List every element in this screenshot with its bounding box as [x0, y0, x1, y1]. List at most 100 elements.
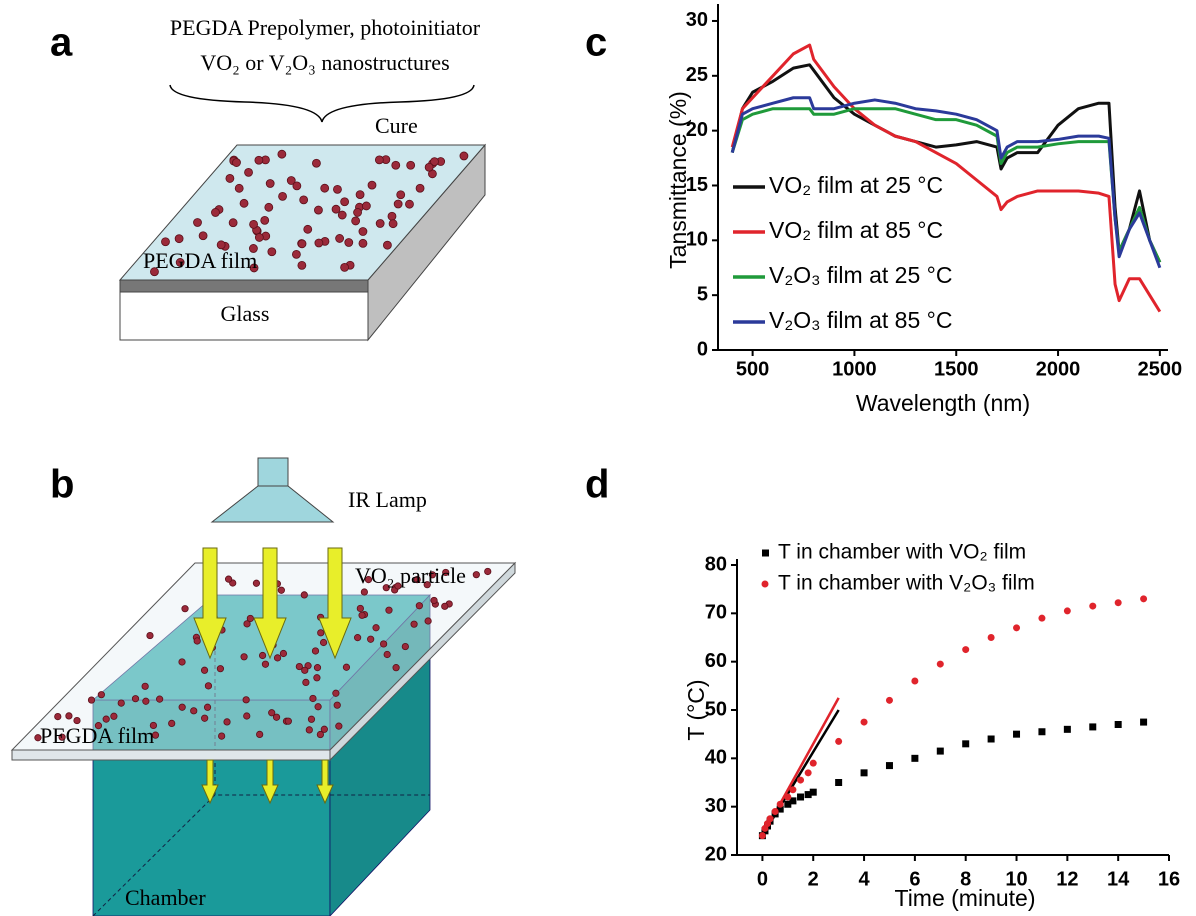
particle — [174, 234, 184, 244]
particle — [273, 654, 282, 662]
point — [1140, 595, 1148, 603]
particle — [239, 198, 249, 208]
particle — [254, 155, 264, 165]
y-tick-label: 25 — [686, 64, 708, 86]
particle — [131, 695, 140, 703]
particle — [234, 183, 244, 193]
particle — [312, 158, 321, 168]
particle — [442, 568, 450, 577]
diagram-b: b IR Lamp VO₂ particle PEGDA film Chambe… — [10, 457, 517, 916]
particle — [279, 649, 288, 658]
particle — [394, 582, 402, 590]
particle — [335, 234, 345, 243]
particle — [303, 224, 313, 234]
point — [809, 788, 817, 796]
x-axis-title: Wavelength (nm) — [856, 390, 1030, 416]
y-tick-label: 70 — [705, 602, 727, 624]
particle — [383, 240, 392, 250]
particle — [313, 664, 322, 672]
point — [797, 776, 805, 784]
hidden-edges — [92, 595, 430, 916]
point — [789, 797, 797, 805]
point — [784, 793, 792, 801]
particle — [383, 650, 391, 659]
particle — [244, 167, 253, 177]
point — [835, 737, 843, 745]
particle — [198, 231, 208, 241]
particle — [246, 614, 254, 623]
particle — [249, 263, 259, 273]
point — [1089, 723, 1097, 731]
particle — [317, 629, 325, 637]
legend-label: T in chamber with VO₂ film — [778, 541, 1026, 564]
y-axis-title: T (°C) — [683, 679, 709, 740]
diagram-a: a PEGDA Prepolymer, photoinitiator VO₂ o… — [50, 15, 487, 342]
point — [1038, 728, 1046, 736]
particle — [367, 180, 377, 190]
x-tick-label: 1000 — [832, 358, 877, 380]
x-tick-label: 4 — [858, 868, 870, 890]
point — [771, 808, 779, 815]
point — [1013, 730, 1021, 738]
lamp-text: IR Lamp — [348, 487, 427, 512]
lamp-base — [257, 457, 289, 487]
x-tick-label: 12 — [1056, 868, 1078, 890]
point — [766, 815, 774, 823]
point — [1013, 624, 1021, 632]
particle — [278, 191, 287, 201]
particle — [201, 714, 209, 722]
particle — [94, 722, 103, 730]
particle — [401, 642, 409, 651]
substrate-text: Glass — [221, 301, 270, 326]
particle — [178, 703, 186, 711]
particle — [264, 202, 274, 212]
y-tick-label: 20 — [705, 843, 727, 865]
particle — [364, 576, 373, 584]
x-tick-label: 6 — [909, 868, 920, 890]
particle — [320, 183, 330, 193]
step-text: Cure — [375, 113, 418, 138]
particle — [300, 591, 308, 599]
particle — [314, 703, 322, 711]
particle — [297, 239, 307, 249]
point — [1114, 599, 1122, 607]
particle-text: VO₂ particle — [355, 563, 466, 588]
particle — [313, 674, 321, 682]
point — [1114, 721, 1122, 728]
particle — [211, 208, 220, 217]
particle — [254, 233, 264, 242]
point — [860, 769, 868, 777]
particle — [97, 691, 105, 699]
particle — [58, 733, 66, 741]
particle — [265, 179, 275, 188]
particle — [307, 715, 316, 723]
particle — [361, 201, 371, 211]
particle — [484, 567, 492, 576]
panel-label: a — [50, 21, 73, 65]
y-tick-label: 20 — [686, 119, 708, 141]
point — [1038, 614, 1046, 622]
point — [758, 832, 766, 840]
point — [987, 634, 995, 641]
particle — [224, 575, 233, 583]
particle — [292, 181, 302, 191]
point — [987, 735, 995, 743]
point — [936, 747, 944, 755]
particle — [424, 162, 434, 172]
x-tick-label: 1500 — [934, 358, 979, 380]
point — [885, 696, 893, 704]
point — [797, 793, 805, 801]
film-side — [329, 561, 516, 762]
particle — [178, 658, 186, 666]
particle — [284, 717, 292, 725]
particle — [393, 199, 403, 209]
particle — [190, 707, 198, 715]
particle — [73, 716, 81, 725]
particle — [374, 155, 384, 165]
x-tick-label: 2500 — [1138, 358, 1183, 380]
particle — [267, 247, 277, 257]
particle — [297, 260, 307, 270]
point — [962, 740, 970, 748]
legend-label: V₂O₃ film at 25 °C — [769, 262, 952, 288]
